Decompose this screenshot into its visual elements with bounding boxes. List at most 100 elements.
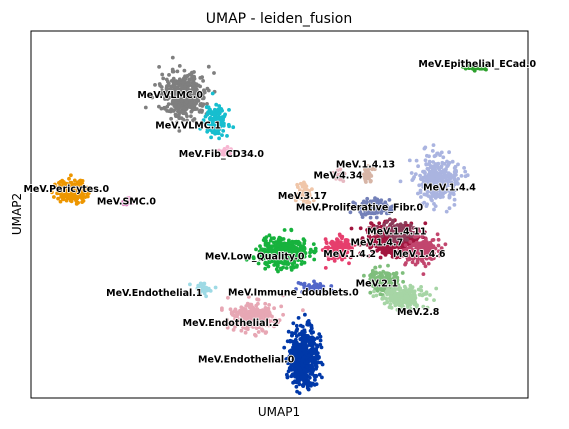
scatter-point <box>313 246 318 251</box>
scatter-point <box>365 171 369 176</box>
scatter-point <box>405 237 410 242</box>
scatter-point <box>408 240 413 244</box>
scatter-point <box>265 261 270 265</box>
cluster-label: MeV.1.4.13 <box>336 160 395 171</box>
scatter-point <box>259 310 264 314</box>
scatter-point <box>397 286 402 291</box>
scatter-point <box>441 155 446 160</box>
scatter-point <box>363 167 367 172</box>
scatter-point <box>337 232 342 237</box>
scatter-point <box>191 96 196 101</box>
scatter-point <box>227 108 231 112</box>
scatter-point <box>445 164 450 168</box>
scatter-point <box>199 102 204 106</box>
scatter-point <box>72 188 77 193</box>
scatter-point <box>345 250 350 255</box>
scatter-point <box>446 183 450 188</box>
scatter-point <box>174 89 178 93</box>
scatter-point <box>452 197 457 202</box>
cluster-label: MeV.1.4.11 <box>367 226 426 237</box>
scatter-point <box>175 106 180 111</box>
scatter-point <box>436 151 440 156</box>
scatter-point <box>407 158 412 163</box>
scatter-point <box>283 258 288 263</box>
scatter-point <box>218 152 223 157</box>
scatter-point <box>413 172 418 177</box>
scatter-point <box>278 266 283 271</box>
scatter-point <box>389 210 394 214</box>
scatter-point <box>226 122 231 127</box>
scatter-point <box>222 121 226 126</box>
scatter-point <box>83 185 88 190</box>
scatter-point <box>229 311 234 316</box>
scatter-point <box>425 185 429 189</box>
scatter-point <box>160 72 165 77</box>
scatter-point <box>348 255 353 260</box>
scatter-point <box>433 188 438 192</box>
cluster-points-mev-1-4-6 <box>401 229 448 276</box>
scatter-point <box>74 184 78 189</box>
plot-area-frame <box>30 30 529 399</box>
scatter-point <box>336 246 341 250</box>
scatter-point <box>159 85 164 89</box>
scatter-point <box>206 121 211 126</box>
scatter-point <box>157 104 161 109</box>
scatter-point <box>303 251 308 255</box>
scatter-point <box>442 175 447 180</box>
scatter-point <box>398 244 403 248</box>
scatter-point <box>174 82 178 86</box>
scatter-point <box>423 230 427 235</box>
scatter-point <box>335 237 339 242</box>
scatter-point <box>285 372 289 377</box>
scatter-point <box>423 170 427 175</box>
scatter-point <box>323 246 327 251</box>
scatter-point <box>424 179 429 184</box>
scatter-point <box>69 193 74 198</box>
scatter-point <box>293 331 297 336</box>
scatter-point <box>65 184 70 188</box>
scatter-point <box>309 351 313 356</box>
scatter-point <box>69 180 74 185</box>
scatter-point <box>290 247 295 251</box>
scatter-point <box>302 241 307 246</box>
scatter-point <box>302 260 307 265</box>
scatter-point <box>437 167 442 172</box>
scatter-point <box>450 159 455 164</box>
scatter-point <box>439 150 444 155</box>
scatter-point <box>435 191 439 196</box>
scatter-point <box>419 243 424 248</box>
scatter-point <box>263 301 268 306</box>
scatter-point <box>78 183 83 187</box>
scatter-point <box>295 327 300 331</box>
scatter-point <box>443 169 448 174</box>
scatter-point <box>330 256 334 261</box>
scatter-point <box>358 226 363 231</box>
scatter-point <box>216 131 221 136</box>
scatter-point <box>177 80 182 85</box>
scatter-point <box>201 79 206 83</box>
scatter-point <box>461 65 465 69</box>
scatter-point <box>201 120 206 125</box>
scatter-point <box>444 209 449 214</box>
scatter-point <box>400 271 405 275</box>
scatter-point <box>305 360 309 365</box>
scatter-point <box>58 199 63 204</box>
scatter-point <box>409 171 414 175</box>
scatter-point <box>430 174 435 178</box>
scatter-point <box>280 252 284 256</box>
scatter-point <box>411 256 416 261</box>
scatter-point <box>300 324 305 329</box>
scatter-point <box>69 173 73 178</box>
scatter-point <box>317 332 322 336</box>
scatter-point <box>166 102 171 106</box>
scatter-points <box>50 55 488 395</box>
scatter-point <box>389 225 393 230</box>
scatter-point <box>375 210 380 215</box>
scatter-point <box>383 237 388 241</box>
scatter-point <box>435 232 440 237</box>
chart-title: UMAP - leiden_fusion <box>206 11 353 27</box>
scatter-point <box>447 195 452 200</box>
scatter-point <box>432 207 436 212</box>
scatter-point <box>173 112 178 117</box>
scatter-point <box>290 333 294 338</box>
